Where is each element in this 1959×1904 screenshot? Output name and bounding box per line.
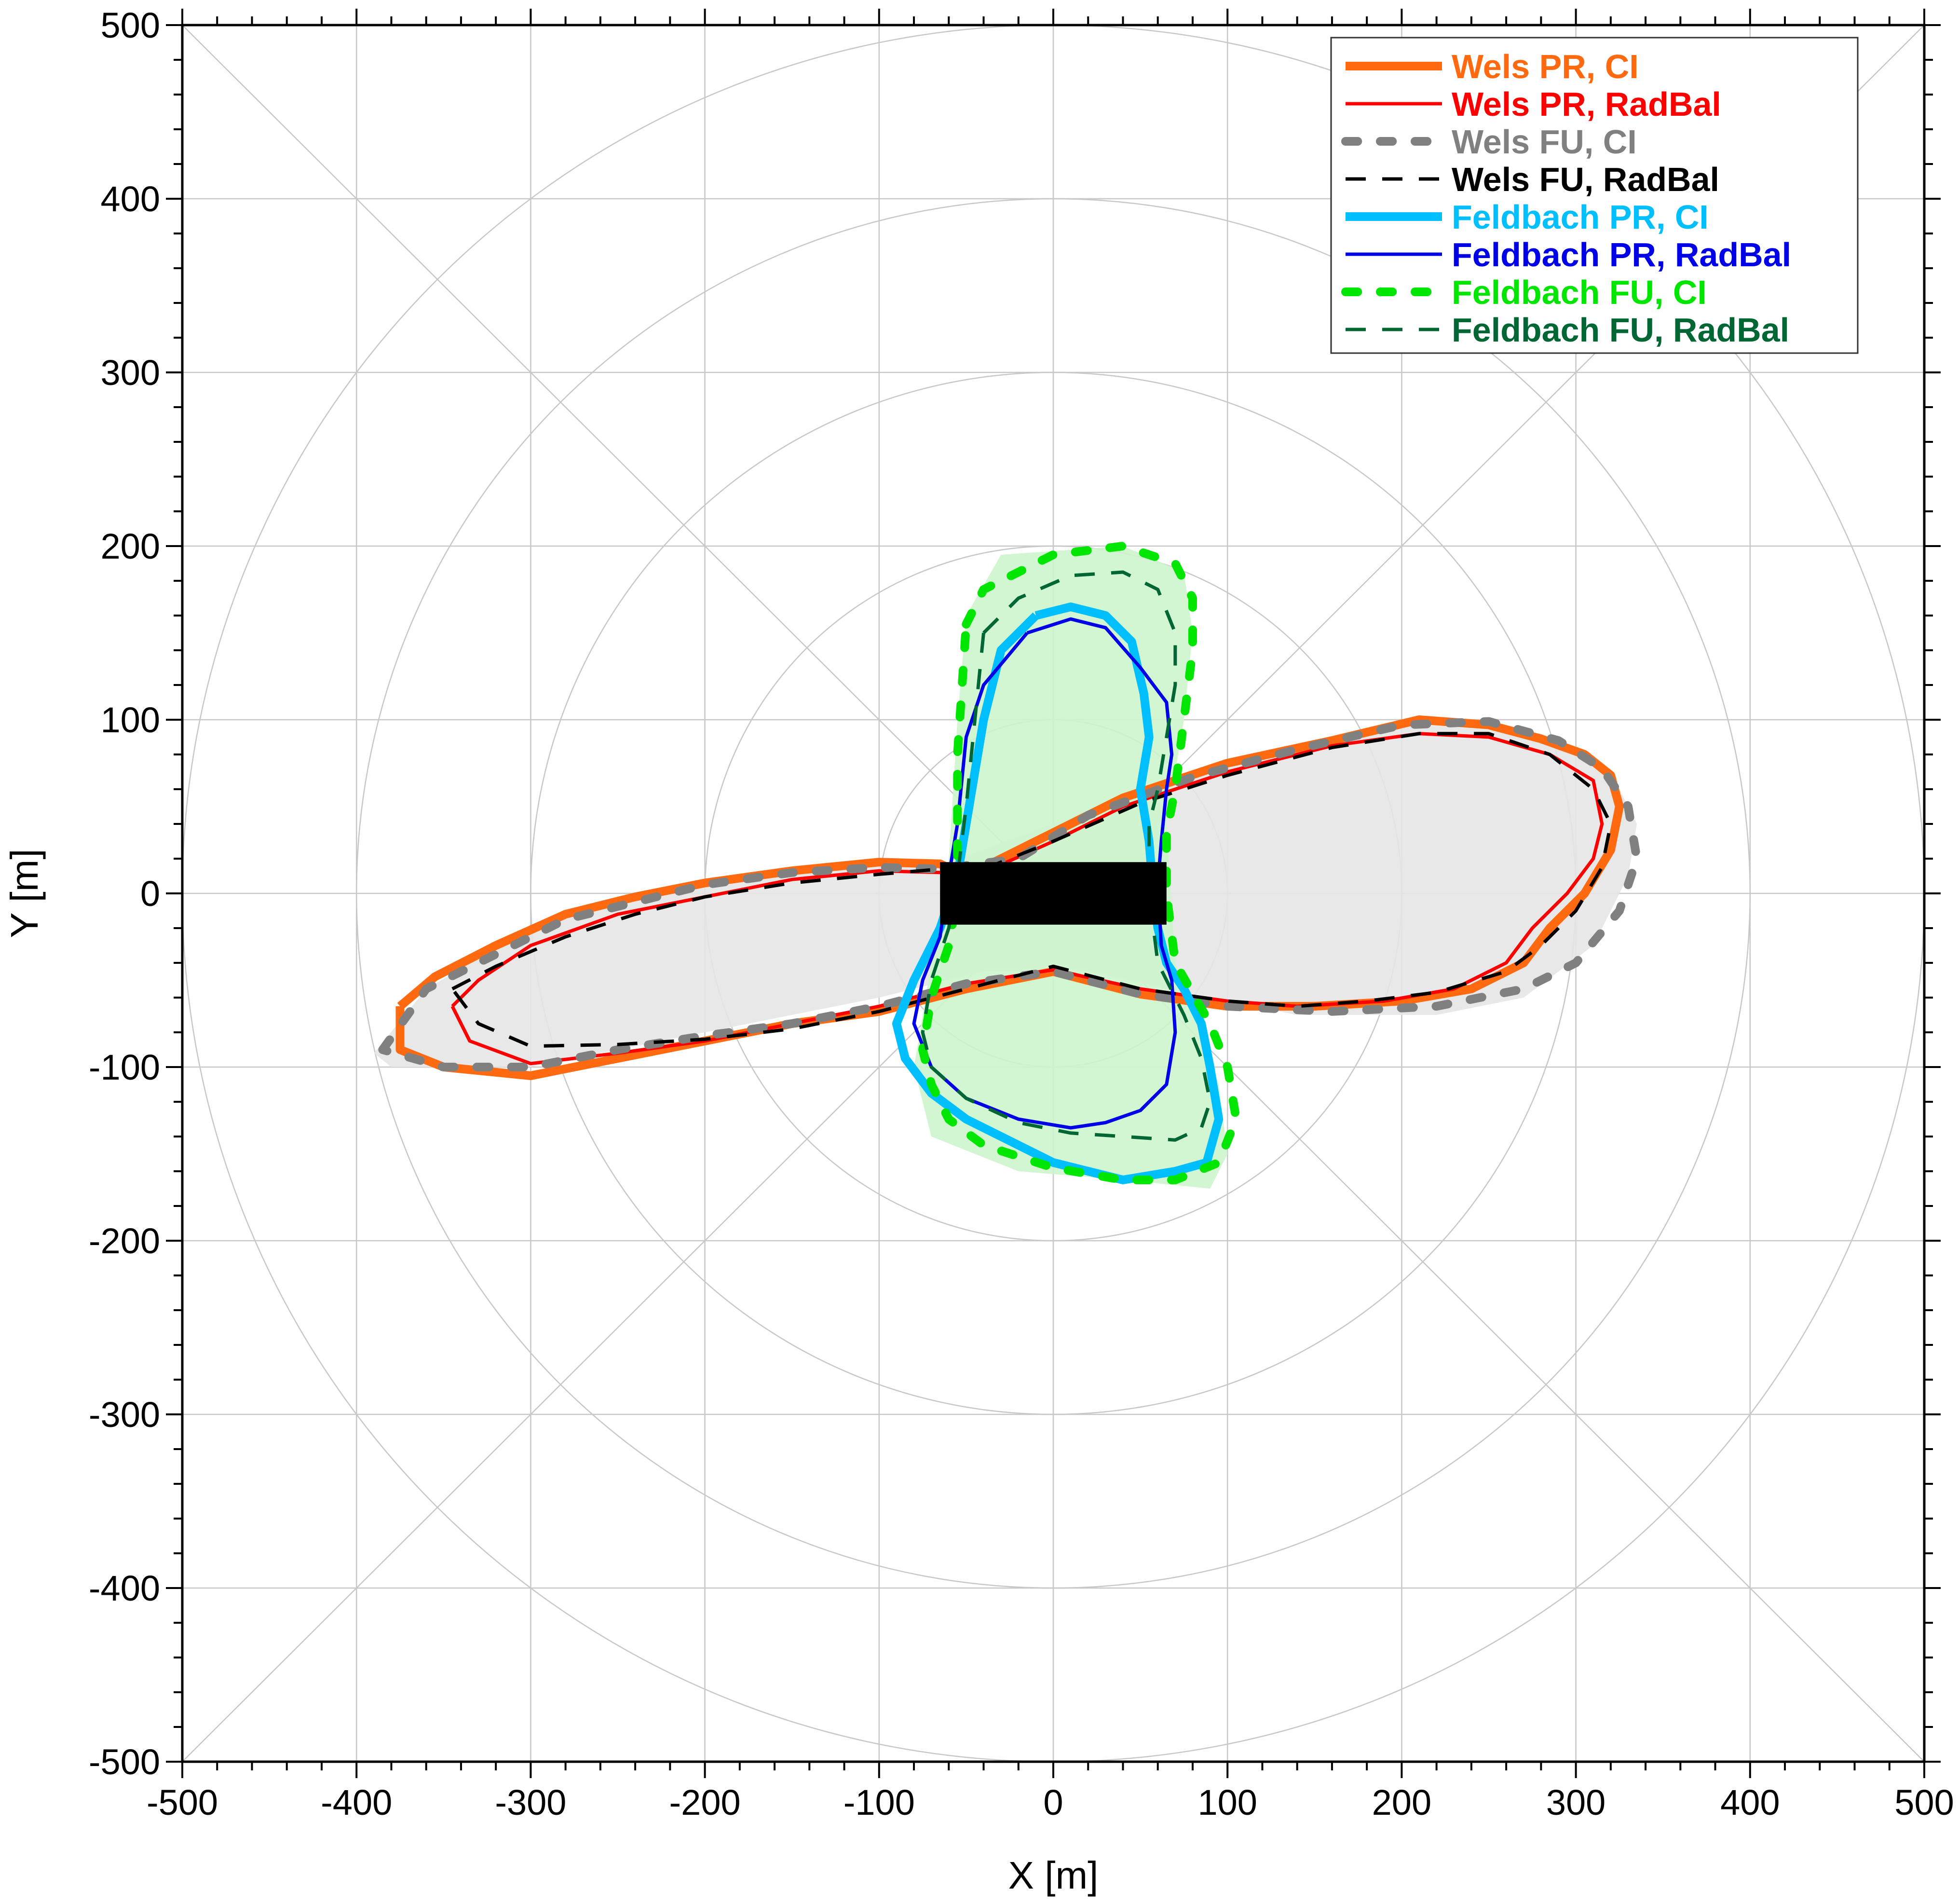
x-tick-label: 400 [1720, 1782, 1780, 1822]
y-tick-label: 500 [101, 5, 160, 45]
series-line-4 [451, 732, 1613, 1048]
legend-label-7: Feldbach FU, CI [1452, 274, 1707, 311]
y-tick-label: 300 [101, 353, 160, 393]
x-tick-label: 500 [1894, 1782, 1954, 1822]
legend-label-4: Wels FU, RadBal [1452, 161, 1719, 198]
y-tick-label: -200 [89, 1221, 160, 1261]
x-tick-label: 100 [1197, 1782, 1257, 1822]
y-tick-label: -300 [89, 1395, 160, 1435]
x-tick-label: 200 [1372, 1782, 1431, 1822]
y-tick-label: 200 [101, 526, 160, 566]
y-tick-label: -400 [89, 1568, 160, 1608]
series-line-5 [892, 603, 1224, 1184]
series-line-7 [918, 542, 1241, 1184]
x-tick-label: -200 [669, 1782, 741, 1822]
legend-label-1: Wels PR, CI [1452, 48, 1639, 85]
legend-label-8: Feldbach FU, RadBal [1452, 311, 1789, 349]
x-axis-label: X [m] [1008, 1854, 1099, 1897]
legend-label-2: Wels PR, RadBal [1452, 85, 1721, 123]
legend-label-6: Feldbach PR, RadBal [1452, 236, 1791, 274]
x-tick-label: 300 [1546, 1782, 1605, 1822]
legend-label-5: Feldbach PR, CI [1452, 198, 1709, 236]
series-layer [378, 542, 1642, 1184]
legend-box [1330, 37, 1859, 354]
y-tick-label: 0 [140, 874, 160, 914]
axis-layer: -500 -400 -300 -200 -100 0 100 200 300 400 500 -500… [89, 5, 1954, 1822]
x-tick-label: -300 [495, 1782, 566, 1822]
y-tick-label: -100 [89, 1047, 160, 1087]
series-line-3 [378, 717, 1642, 1071]
x-tick-label: -400 [321, 1782, 392, 1822]
x-tick-label: -100 [843, 1782, 915, 1822]
y-axis-label: Y [m] [3, 849, 46, 938]
y-tick-label: 100 [101, 700, 160, 740]
legend-label-3: Wels FU, CI [1452, 123, 1637, 161]
x-tick-label: -500 [147, 1782, 218, 1822]
series-line-8 [921, 570, 1212, 1142]
block-layer [940, 862, 1167, 925]
y-tick-label: -500 [89, 1742, 160, 1782]
x-tick-label: 0 [1043, 1782, 1063, 1822]
y-tick-label: 400 [101, 179, 160, 219]
rotor-block [940, 862, 1167, 925]
